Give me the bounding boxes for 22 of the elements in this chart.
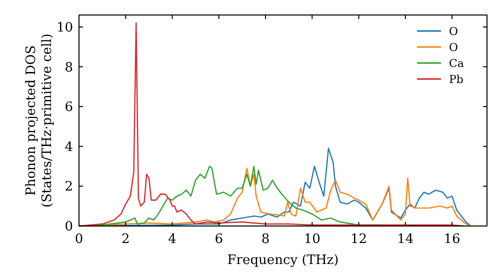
y-tick-label: 8 [64, 60, 73, 76]
x-tick-label: 4 [168, 232, 176, 247]
legend-label: Ca [449, 57, 464, 70]
y-tick-label: 10 [56, 20, 73, 36]
y-tick-label: 0 [64, 220, 73, 234]
x-tick-label: 0 [74, 232, 84, 247]
x-axis-title: Frequency (THz) [227, 253, 339, 268]
y-tick-label: 6 [64, 100, 73, 116]
x-tick-label: 2 [121, 232, 130, 247]
x-tick-label: 14 [397, 232, 414, 247]
y-tick-label: 2 [64, 180, 73, 195]
line-series [78, 22, 464, 227]
y-tick-label: 4 [64, 140, 73, 155]
legend-label: Pb [449, 73, 464, 86]
x-tick-label: 10 [304, 232, 320, 247]
x-tick-label: 16 [444, 232, 460, 247]
legend-label: O [449, 41, 458, 54]
x-tick-label: 12 [350, 232, 368, 247]
x-tick-label: 8 [261, 232, 270, 247]
y-axis-title: Phonon projected DOS (States/THz·primitive cell) [24, 33, 55, 208]
x-tick-label: 6 [214, 232, 224, 247]
legend-label: O [449, 25, 458, 38]
